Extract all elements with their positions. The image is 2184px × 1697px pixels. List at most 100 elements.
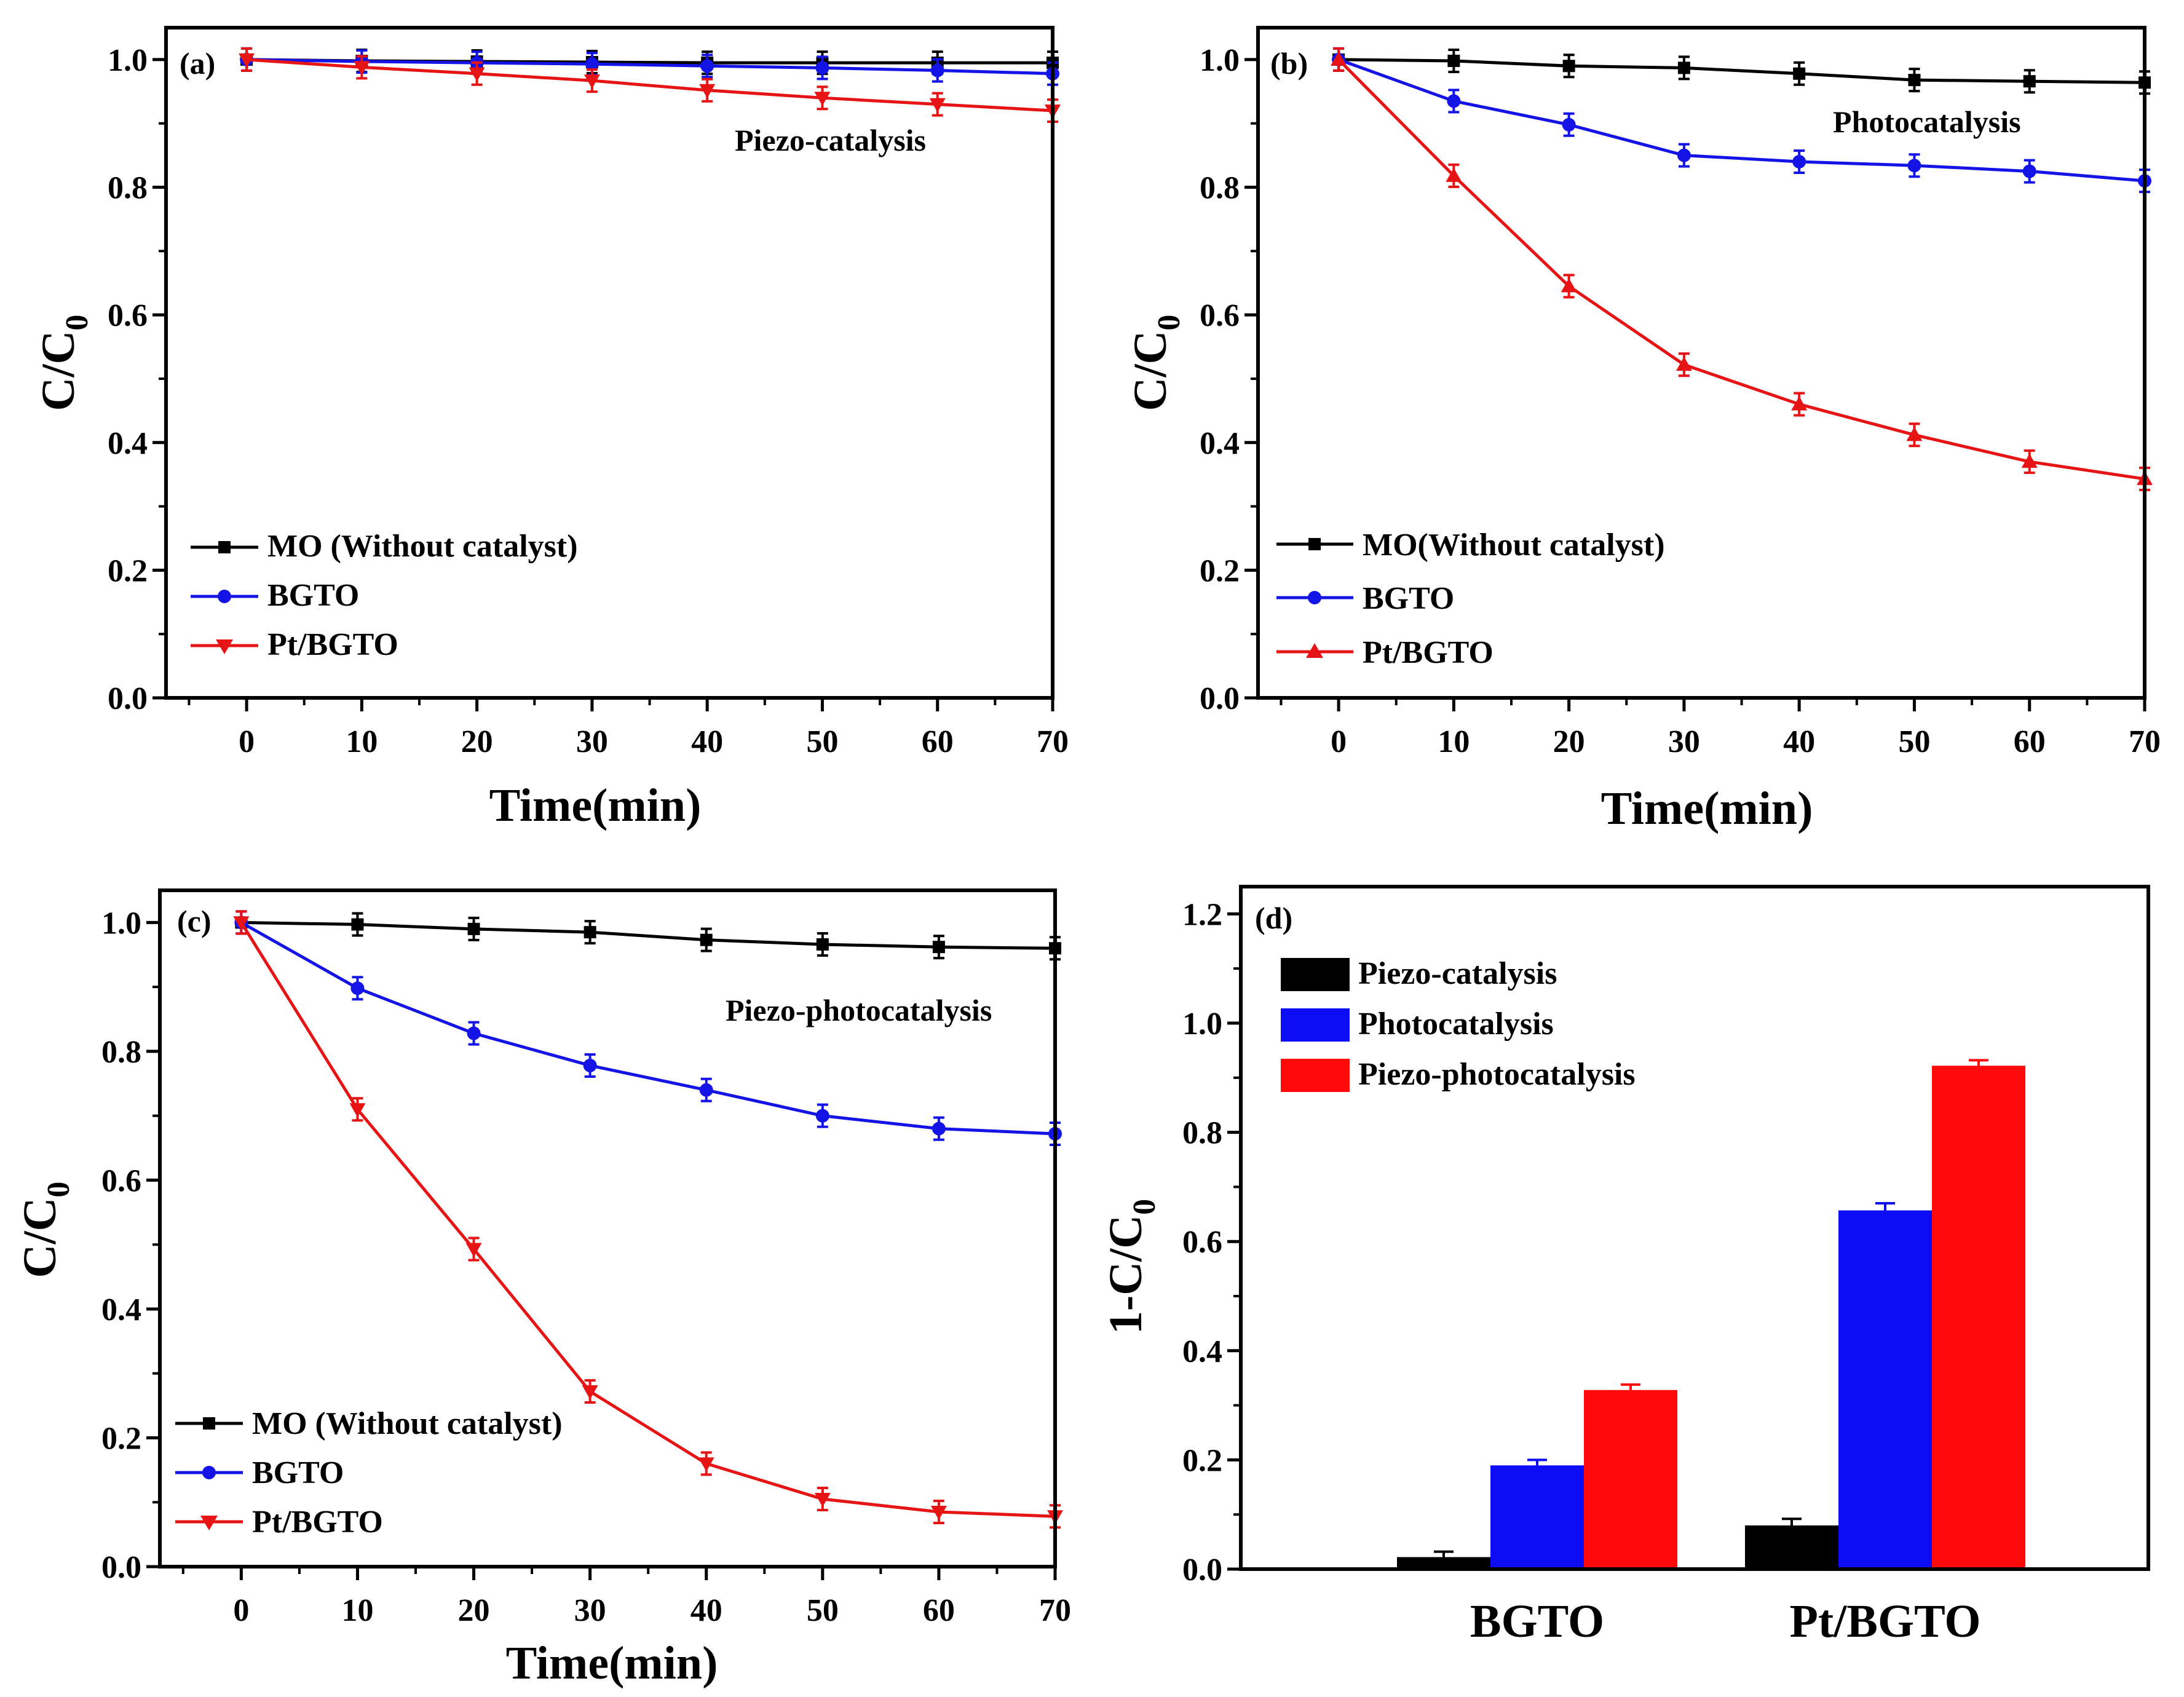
bar-pt-bgto-piezo-photocatalysis <box>1932 1066 2025 1569</box>
data-point-mo-without-catalyst-c <box>467 922 480 935</box>
legend-a: MO (Without catalyst) BGTO Pt/BGTO <box>191 529 578 662</box>
data-point-mo-without-catalyst-b <box>1562 60 1575 73</box>
y-tick-label-d: 0.4 <box>1182 1334 1222 1369</box>
x-axis-title-c: Time(min) <box>506 1637 718 1689</box>
annotation-c: Piezo-photocatalysis <box>726 993 992 1027</box>
bar-bgto-piezo-photocatalysis <box>1584 1390 1677 1569</box>
x-tick-label-b: 20 <box>1553 724 1585 759</box>
data-point-pt-bgto-b <box>2021 453 2038 468</box>
y-axis-title-a: C/C0 <box>33 315 95 411</box>
data-point-pt-bgto-a <box>469 67 485 82</box>
x-tick-label-a: 10 <box>346 724 378 759</box>
data-point-bgto-b <box>1907 159 1921 173</box>
x-axis-title-a: Time(min) <box>489 780 702 831</box>
data-point-pt-bgto-b <box>1676 357 1692 371</box>
series-line-mo-without-catalyst-b <box>1339 58 2145 84</box>
chart-c: 0 10 20 30 40 50 60 70 0.0 0.2 0.4 0.6 0.8 1.0 (c) Pi… <box>14 888 1071 1689</box>
x-tick-label-b: 60 <box>2014 724 2046 759</box>
category-label-bgto: BGTO <box>1470 1596 1604 1647</box>
series-line-mo-without-catalyst-c <box>241 920 1056 950</box>
y-tick-label-b: 0.2 <box>1200 553 1240 588</box>
data-point-bgto-c <box>467 1026 481 1040</box>
panel-d: 0.0 0.2 0.4 0.6 0.8 1.0 1.2 BGTO Pt/BGTO (d) 1-C… <box>1092 848 2184 1697</box>
y-tick-label-a: 0.6 <box>108 298 148 333</box>
chart-b: 0 10 20 30 40 50 60 70 0.0 0.2 0.4 0.6 0.8 1.0 (b) Ph… <box>1125 26 2161 834</box>
data-point-bgto-a <box>930 63 944 77</box>
data-point-pt-bgto-c <box>465 1243 482 1257</box>
legend-label-bgto-a: BGTO <box>267 578 359 613</box>
legend-label-piezo-photo: Piezo-photocatalysis <box>1358 1057 1636 1092</box>
data-point-bgto-b <box>1677 148 1691 162</box>
x-tick-label-c: 30 <box>574 1593 606 1628</box>
y-tick-label-c: 0.0 <box>101 1550 141 1585</box>
panel-b: 0 10 20 30 40 50 60 70 0.0 0.2 0.4 0.6 0.8 1.0 (b) Ph… <box>1092 0 2184 848</box>
x-tick-label-a: 20 <box>461 724 493 759</box>
data-point-pt-bgto-a <box>584 74 600 89</box>
legend-label-ptbgto-c: Pt/BGTO <box>252 1505 383 1540</box>
y-tick-label-c: 0.8 <box>101 1035 141 1070</box>
data-point-bgto-c <box>699 1083 713 1097</box>
panel-c: 0 10 20 30 40 50 60 70 0.0 0.2 0.4 0.6 0.8 1.0 (c) Pi… <box>0 848 1092 1697</box>
y-axis-title-b: C/C0 <box>1125 315 1187 411</box>
chart-a: 0 10 20 30 40 50 60 70 0.0 0.2 0.4 0.6 0.8 1.0 (a) Pi… <box>33 26 1069 831</box>
data-point-mo-without-catalyst-b <box>2023 75 2036 88</box>
data-point-pt-bgto-b <box>1791 396 1808 411</box>
y-tick-label-c: 1.0 <box>101 906 141 941</box>
x-tick-label-b: 30 <box>1668 724 1700 759</box>
annotation-b: Photocatalysis <box>1833 105 2021 139</box>
data-point-bgto-c <box>583 1058 597 1072</box>
x-tick-label-a: 0 <box>239 724 255 759</box>
data-point-mo-without-catalyst-b <box>1793 67 1806 80</box>
y-tick-label-b: 0.6 <box>1200 298 1240 333</box>
data-point-bgto-c <box>932 1121 946 1136</box>
data-point-pt-bgto-c <box>698 1457 714 1472</box>
data-point-pt-bgto-a <box>699 84 716 98</box>
data-point-mo-without-catalyst-b <box>1447 54 1460 67</box>
legend-label-ptbgto-b: Pt/BGTO <box>1363 635 1494 670</box>
data-point-pt-bgto-b <box>1446 167 1462 182</box>
legend-d: Piezo-catalysis Photocatalysis Piezo-pho… <box>1281 956 1636 1092</box>
x-tick-label-b: 50 <box>1898 724 1930 759</box>
bar-bgto-piezo-catalysis <box>1397 1557 1490 1569</box>
data-point-mo-without-catalyst-b <box>1677 61 1690 74</box>
panel-label-b: (b) <box>1270 46 1308 81</box>
x-tick-label-c: 40 <box>690 1593 722 1628</box>
legend-label-mo-a: MO (Without catalyst) <box>267 529 578 564</box>
annotation-a: Piezo-catalysis <box>735 123 926 157</box>
series-line-bgto-a <box>247 58 1053 76</box>
bar-bgto-photocatalysis <box>1490 1465 1584 1569</box>
y-axis-title-c: C/C0 <box>14 1182 76 1278</box>
x-tick-label-a: 30 <box>576 724 608 759</box>
series-line-pt-bgto-a <box>246 58 1053 113</box>
data-point-bgto-b <box>2022 164 2036 178</box>
y-tick-label-a: 0.2 <box>108 553 148 588</box>
legend-swatch-piezo-photo <box>1281 1059 1350 1092</box>
y-tick-label-d: 0.0 <box>1182 1553 1222 1588</box>
data-point-mo-without-catalyst-c <box>816 938 829 951</box>
y-tick-label-d: 0.6 <box>1182 1225 1222 1260</box>
data-point-bgto-b <box>1562 117 1576 132</box>
data-point-pt-bgto-a <box>814 92 831 106</box>
x-tick-label-b: 0 <box>1331 724 1347 759</box>
data-point-bgto-a <box>815 61 829 75</box>
x-tick-label-c: 60 <box>923 1593 955 1628</box>
data-point-pt-bgto-a <box>239 53 255 68</box>
x-tick-label-c: 0 <box>233 1593 249 1628</box>
y-tick-label-b: 0.0 <box>1200 681 1240 716</box>
y-tick-label-d: 0.8 <box>1182 1116 1222 1151</box>
x-tick-label-a: 60 <box>922 724 954 759</box>
series-line-pt-bgto-b <box>1337 58 2145 481</box>
data-point-mo-without-catalyst-c <box>351 918 364 931</box>
legend-label-bgto-c: BGTO <box>252 1455 344 1490</box>
legend-c: MO (Without catalyst) BGTO Pt/BGTO <box>175 1406 563 1540</box>
x-tick-label-c: 10 <box>341 1593 373 1628</box>
data-point-pt-bgto-a <box>354 61 370 76</box>
y-tick-label-a: 1.0 <box>108 43 148 78</box>
data-point-bgto-b <box>1792 155 1806 168</box>
y-tick-label-a: 0.4 <box>108 426 148 461</box>
series-line-bgto-c <box>240 921 1056 1136</box>
plot-frame-b <box>1256 26 2146 700</box>
legend-swatch-photo <box>1281 1008 1350 1042</box>
data-point-mo-without-catalyst-c <box>700 933 713 946</box>
y-tick-label-c: 0.6 <box>101 1163 141 1198</box>
